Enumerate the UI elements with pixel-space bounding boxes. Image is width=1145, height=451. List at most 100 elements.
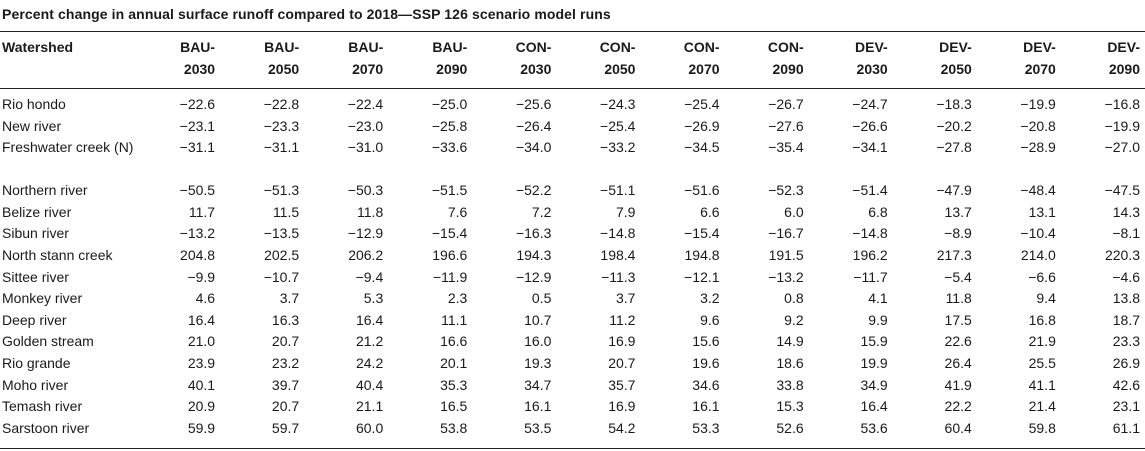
table-cell: −50.5: [179, 182, 216, 199]
table-cell: −25.0: [431, 96, 468, 112]
table-cell: 23.9: [187, 354, 216, 371]
column-header-scenario: CON-: [515, 39, 552, 55]
bottom-rule: [0, 448, 1145, 449]
column-header: CON- 2050: [556, 32, 640, 91]
table-cell: 53.6: [860, 419, 888, 436]
table-row: Sibun river −13.2 −13.5 −12.9 −15.4 −16.3 −14.…: [0, 223, 1145, 245]
table-cell: −13.5: [263, 225, 300, 242]
table-row: Rio grande 23.9 23.2 24.2 20.1 19.3 20.7 19.6 18…: [0, 353, 1145, 375]
table-row: Northern river −50.5 −51.3 −50.3 −51.5 −52.2 −…: [0, 180, 1145, 202]
table-cell: 9.9: [868, 311, 888, 328]
table-cell: −15.4: [431, 225, 468, 242]
table-cell: 18.6: [776, 354, 804, 371]
column-header-scenario: CON-: [599, 39, 636, 55]
column-header-year: 2030: [183, 61, 216, 77]
table-cell: 191.5: [768, 246, 804, 263]
table-cell: 198.4: [600, 246, 636, 263]
header-row: Watershed BAU- 2030 BAU- 2050 BAU- 2070 BAU- 20…: [0, 32, 1145, 91]
table-cell: 10.7: [524, 311, 552, 328]
column-header: CON- 2090: [725, 32, 809, 91]
table-cell: 13.8: [1112, 290, 1140, 307]
table-cell: 7.2: [531, 203, 552, 220]
table-cell: 16.0: [524, 333, 552, 350]
table-cell: 3.7: [279, 290, 300, 307]
table-cell: −22.8: [263, 96, 300, 112]
top-rule: [0, 31, 1145, 32]
table-cell: −6.6: [1028, 268, 1056, 285]
watershed-name: Moho river: [2, 376, 69, 393]
table-cell: 17.5: [944, 311, 972, 328]
table-cell: 16.3: [271, 311, 300, 328]
watershed-name: Northern river: [2, 182, 88, 199]
table-cell: −52.3: [768, 182, 804, 199]
table-cell: 19.6: [692, 354, 720, 371]
table-cell: −15.4: [684, 225, 720, 242]
table-cell: −34.1: [852, 139, 888, 156]
table-cell: 9.2: [784, 311, 804, 328]
table-cell: 5.3: [363, 290, 384, 307]
table-cell: 54.2: [608, 419, 636, 436]
table-cell: 60.0: [355, 419, 384, 436]
column-header: BAU- 2070: [304, 32, 388, 91]
table-row: Monkey river 4.6 3.7 5.3 2.3 0.5 3.7 3.2 0.8 4.1 1…: [0, 288, 1145, 310]
table-cell: −12.9: [515, 268, 552, 285]
table-cell: 16.4: [860, 398, 888, 415]
watershed-name: Golden stream: [2, 333, 94, 350]
table-cell: 20.7: [271, 398, 300, 415]
table-row: North stann creek 204.8 202.5 206.2 196.6 194…: [0, 245, 1145, 267]
table-cell: 23.2: [271, 354, 300, 371]
table-cell: 22.6: [944, 333, 972, 350]
table-cell: −13.2: [179, 225, 216, 242]
column-header-scenario: BAU-: [180, 39, 216, 55]
table-cell: −34.5: [684, 139, 720, 156]
table-cell: 14.3: [1112, 203, 1140, 220]
table-cell: 3.2: [700, 290, 720, 307]
table-cell: −5.4: [944, 268, 972, 285]
table-cell: 40.4: [355, 376, 384, 393]
table-cell: 34.6: [692, 376, 720, 393]
table-row: Moho river 40.1 39.7 40.4 35.3 34.7 35.7 34.6 33…: [0, 375, 1145, 397]
table-cell: 59.9: [187, 419, 216, 436]
table-cell: 59.8: [1028, 419, 1056, 436]
table-cell: −14.8: [852, 225, 888, 242]
table-cell: 35.7: [608, 376, 636, 393]
table-cell: −27.8: [936, 139, 972, 156]
table-row: New river −23.1 −23.3 −23.0 −25.8 −26.4 −25.4 −…: [0, 116, 1145, 138]
table-cell: 53.8: [440, 419, 468, 436]
column-header: DEV- 2070: [977, 32, 1061, 91]
column-header-scenario: CON-: [767, 39, 804, 55]
table-cell: −26.4: [515, 117, 552, 134]
table-caption: Percent change in annual surface runoff …: [2, 6, 611, 22]
watershed-name: Deep river: [2, 311, 67, 328]
table-cell: 13.1: [1028, 203, 1056, 220]
table-cell: 21.0: [187, 333, 216, 350]
table-cell: 61.1: [1112, 419, 1140, 436]
table-cell: −20.8: [1020, 117, 1056, 134]
table-cell: 18.7: [1112, 311, 1140, 328]
table-row: Sarstoon river 59.9 59.7 60.0 53.8 53.5 54.2 53…: [0, 418, 1145, 440]
table-cell: −23.1: [179, 117, 216, 134]
table-cell: −51.6: [684, 182, 720, 199]
table-cell: 194.3: [516, 246, 552, 263]
table-cell: −31.1: [263, 139, 300, 156]
column-header-year: 2070: [352, 61, 384, 77]
table-cell: −51.1: [600, 182, 636, 199]
column-header-scenario: CON-: [683, 39, 720, 55]
watershed-name: Rio grande: [2, 354, 71, 371]
table-cell: 19.3: [524, 354, 552, 371]
column-header-year: 2030: [520, 61, 552, 77]
watershed-name: New river: [2, 117, 62, 134]
table-cell: −12.9: [347, 225, 384, 242]
table-header: Watershed BAU- 2030 BAU- 2050 BAU- 2070 BAU- 20…: [0, 32, 1145, 91]
table-cell: 15.6: [692, 333, 720, 350]
table-cell: −24.3: [600, 96, 636, 112]
table-cell: 3.7: [616, 290, 636, 307]
table-cell: 25.5: [1028, 354, 1056, 371]
table-cell: −9.9: [187, 268, 216, 285]
table-cell: 41.9: [944, 376, 972, 393]
table-cell: −16.3: [515, 225, 552, 242]
table-cell: −8.1: [1112, 225, 1140, 242]
table-cell: −26.6: [852, 117, 888, 134]
table-row: Temash river 20.9 20.7 21.1 16.5 16.1 16.9 16.1…: [0, 396, 1145, 418]
table-cell: −25.8: [431, 117, 468, 134]
